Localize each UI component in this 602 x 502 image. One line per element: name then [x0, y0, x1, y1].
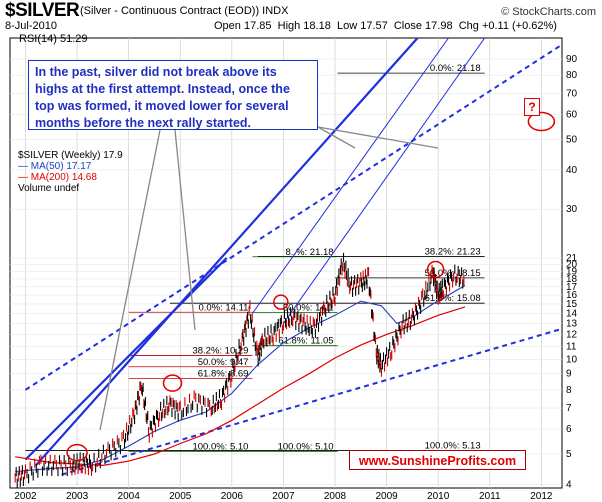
y-tick-label: 14 — [566, 308, 578, 319]
y-tick-label: 21 — [566, 253, 578, 264]
low-value: Low 17.57 — [336, 20, 388, 32]
y-tick-label: 30 — [566, 204, 578, 215]
x-tick-label: 2004 — [118, 491, 141, 502]
stockcharts-brand[interactable]: © StockCharts.com — [501, 6, 596, 18]
ma200-line — [15, 306, 466, 467]
chart-date: 8-Jul-2010 — [5, 20, 57, 32]
x-tick-label: 2003 — [66, 491, 89, 502]
close-value: Close 17.98 — [393, 20, 453, 32]
annotation-callout: In the past, silver did not break above … — [28, 60, 318, 130]
x-tick-label: 2012 — [530, 491, 553, 502]
x-tick-label: 2005 — [169, 491, 192, 502]
y-tick-label: 18 — [566, 274, 578, 285]
fib-level-label: 61.8%: 8.69 — [198, 369, 249, 380]
chart-legend: $SILVER (Weekly) 17.9 — MA(50) 17.17 — M… — [18, 150, 123, 194]
trend-line — [24, 43, 563, 391]
legend-ma50: — MA(50) 17.17 — [18, 161, 92, 172]
chart-subtitle: (Silver - Continuous Contract (EOD)) IND… — [80, 5, 289, 17]
y-tick-label: 13 — [566, 318, 578, 329]
legend-volume: Volume undef — [18, 183, 80, 194]
rsi-label: RSI(14) 51.29 — [19, 33, 88, 45]
fib-level-label: 8..%: 21.18 — [286, 247, 334, 258]
fib-level-label: 100.0%: 5.13 — [425, 441, 481, 452]
y-tick-label: 70 — [566, 88, 578, 99]
site-watermark[interactable]: www.SunshineProfits.com — [349, 450, 526, 470]
change-value: Chg +0.11 (+0.62%) — [458, 20, 557, 32]
x-tick-label: 2010 — [427, 491, 450, 502]
y-tick-label: 11 — [566, 341, 577, 352]
open-value: Open 17.85 — [214, 20, 272, 32]
y-tick-label: 4 — [566, 480, 572, 491]
y-tick-label: 60 — [566, 109, 578, 120]
chart-title: $SILVER — [5, 0, 80, 21]
y-tick-label: 8 — [566, 385, 572, 396]
legend-ma200: — MA(200) 14.68 — [18, 172, 97, 183]
callout-pointer — [317, 126, 439, 149]
y-tick-label: 19 — [566, 267, 578, 278]
highlight-circle — [162, 374, 183, 392]
y-tick-label: 16 — [566, 290, 578, 301]
y-tick-label: 5 — [566, 449, 572, 460]
y-tick-label: 10 — [566, 354, 578, 365]
x-tick-label: 2007 — [272, 491, 295, 502]
fib-level-label: 100.0%: 5.10 — [192, 441, 248, 452]
trend-line — [283, 37, 486, 324]
question-mark-box: ? — [524, 98, 540, 116]
fib-level-label: 38.2%: 10.29 — [192, 345, 248, 356]
trend-line — [61, 327, 563, 476]
x-tick-label: 2008 — [324, 491, 347, 502]
high-value: High 18.18 — [277, 20, 331, 32]
fib-level-label: 61.8%: 11.05 — [278, 336, 333, 347]
highlight-circle — [426, 260, 445, 279]
y-tick-label: 50 — [566, 134, 578, 145]
x-tick-label: 2011 — [479, 491, 501, 502]
y-tick-label: 15 — [566, 299, 578, 310]
highlight-circle — [273, 294, 289, 310]
fib-level-label: 50.0%: 14.1 — [283, 302, 334, 313]
highlight-circle — [527, 111, 556, 132]
legend-price: $SILVER (Weekly) 17.9 — [18, 150, 123, 161]
y-tick-label: 17 — [566, 282, 578, 293]
fib-level-label: 0.0%: 14.11 — [198, 302, 248, 313]
x-tick-label: 2009 — [375, 491, 398, 502]
fib-level-label: 100.0%: 5.10 — [278, 441, 334, 452]
y-tick-label: 7 — [566, 403, 572, 414]
x-tick-label: 2006 — [221, 491, 244, 502]
y-tick-label: 20 — [566, 260, 578, 271]
y-tick-label: 80 — [566, 70, 578, 81]
y-tick-label: 90 — [566, 54, 578, 65]
fib-level-label: 50.0%: 18.15 — [425, 268, 481, 279]
ohlc-readout: Open 17.85 High 18.18 Low 17.57 Close 17… — [214, 20, 557, 32]
trend-line — [252, 37, 449, 314]
fib-level-label: 50.0%: 9.47 — [198, 357, 249, 368]
trend-line — [24, 257, 228, 461]
highlight-circle — [66, 443, 88, 462]
callout-pointer — [174, 129, 196, 331]
y-tick-label: 6 — [566, 424, 572, 435]
fib-level-label: 61.8%: 15.08 — [425, 293, 481, 304]
fib-level-label: 0.0%: 21.18 — [430, 63, 481, 74]
y-tick-label: 40 — [566, 165, 578, 176]
x-tick-label: 2002 — [14, 491, 37, 502]
callout-pointer — [317, 126, 356, 149]
y-tick-label: 12 — [566, 329, 578, 340]
y-tick-label: 9 — [566, 369, 572, 380]
fib-level-label: 38.2%: 21.23 — [425, 246, 481, 257]
trend-line — [34, 37, 419, 467]
callout-pointer — [99, 129, 161, 431]
